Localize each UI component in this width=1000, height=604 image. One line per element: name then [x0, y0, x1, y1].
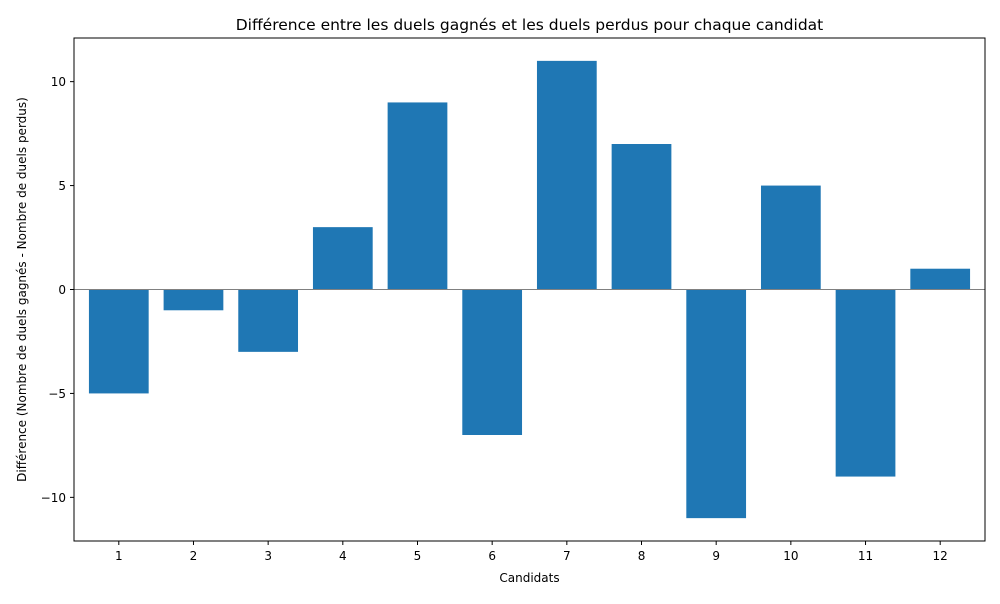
x-axis-label: Candidats — [499, 571, 559, 585]
y-tick-label: 5 — [58, 179, 66, 193]
bar-candidate-9 — [686, 289, 747, 519]
y-tick-label: −5 — [48, 387, 66, 401]
bar-candidate-10 — [760, 185, 821, 290]
y-tick-label: 0 — [58, 283, 66, 297]
x-tick-label: 9 — [712, 549, 720, 563]
x-tick-label: 7 — [563, 549, 571, 563]
y-axis-label: Différence (Nombre de duels gagnés - Nom… — [15, 97, 29, 482]
x-axis-ticks: 1 2 3 4 5 6 7 8 9 10 11 12 — [115, 541, 948, 563]
bar-candidate-4 — [312, 227, 373, 290]
y-tick-label: 10 — [51, 75, 66, 89]
x-tick-label: 8 — [638, 549, 646, 563]
x-tick-label: 12 — [933, 549, 948, 563]
bar-candidate-5 — [387, 102, 448, 290]
y-tick-label: −10 — [41, 491, 66, 505]
x-tick-label: 10 — [783, 549, 798, 563]
x-tick-label: 4 — [339, 549, 347, 563]
bar-candidate-7 — [536, 60, 597, 290]
x-tick-label: 3 — [264, 549, 272, 563]
bar-candidate-11 — [835, 289, 896, 477]
bar-candidate-6 — [462, 289, 523, 435]
x-tick-label: 5 — [414, 549, 422, 563]
x-tick-label: 6 — [488, 549, 496, 563]
chart-title: Différence entre les duels gagnés et les… — [236, 16, 824, 34]
y-axis-ticks: −10 −5 0 5 10 — [41, 75, 74, 505]
x-tick-label: 1 — [115, 549, 123, 563]
bars — [88, 60, 971, 519]
bar-candidate-12 — [910, 268, 971, 290]
x-tick-label: 11 — [858, 549, 873, 563]
x-tick-label: 2 — [190, 549, 198, 563]
bar-candidate-1 — [88, 289, 149, 394]
bar-candidate-2 — [163, 289, 224, 311]
bar-candidate-3 — [238, 289, 299, 352]
bar-candidate-8 — [611, 144, 672, 290]
